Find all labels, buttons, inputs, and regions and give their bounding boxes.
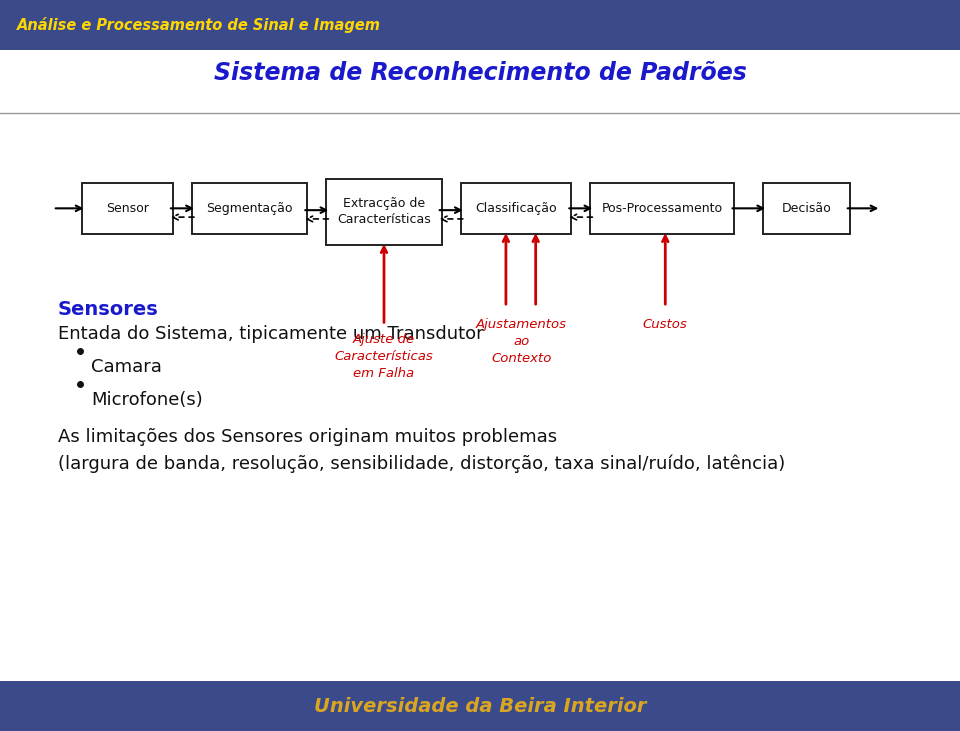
Text: Extracção de
Características: Extracção de Características: [337, 197, 431, 227]
Text: Ajuste de
Características
em Falha: Ajuste de Características em Falha: [335, 333, 433, 379]
FancyBboxPatch shape: [763, 183, 850, 234]
FancyBboxPatch shape: [82, 183, 173, 234]
FancyBboxPatch shape: [461, 183, 571, 234]
FancyBboxPatch shape: [326, 179, 442, 245]
Text: Custos: Custos: [643, 318, 687, 331]
Text: Camara: Camara: [91, 358, 162, 376]
Text: Universidade da Beira Interior: Universidade da Beira Interior: [314, 697, 646, 716]
Text: Microfone(s): Microfone(s): [91, 391, 203, 409]
FancyBboxPatch shape: [590, 183, 734, 234]
Text: Sensor: Sensor: [106, 202, 149, 215]
Bar: [0, 681, 960, 731]
Text: Sistema de Reconhecimento de Padrões: Sistema de Reconhecimento de Padrões: [213, 61, 747, 85]
Text: Pos-Processamento: Pos-Processamento: [602, 202, 723, 215]
Text: Entada do Sistema, tipicamente um Transdutor: Entada do Sistema, tipicamente um Transd…: [58, 325, 483, 344]
Text: Decisão: Decisão: [781, 202, 831, 215]
FancyBboxPatch shape: [192, 183, 307, 234]
Text: Ajustamentos
ao
Contexto: Ajustamentos ao Contexto: [476, 318, 566, 365]
Text: Análise e Processamento de Sinal e Imagem: Análise e Processamento de Sinal e Image…: [17, 17, 381, 33]
Text: Sensores: Sensores: [58, 300, 158, 319]
Text: (largura de banda, resolução, sensibilidade, distorção, taxa sinal/ruído, latênc: (largura de banda, resolução, sensibilid…: [58, 455, 785, 473]
Text: Classificação: Classificação: [475, 202, 557, 215]
Bar: [0, 0, 960, 50]
Text: Segmentação: Segmentação: [206, 202, 293, 215]
Text: As limitações dos Sensores originam muitos problemas: As limitações dos Sensores originam muit…: [58, 428, 557, 446]
